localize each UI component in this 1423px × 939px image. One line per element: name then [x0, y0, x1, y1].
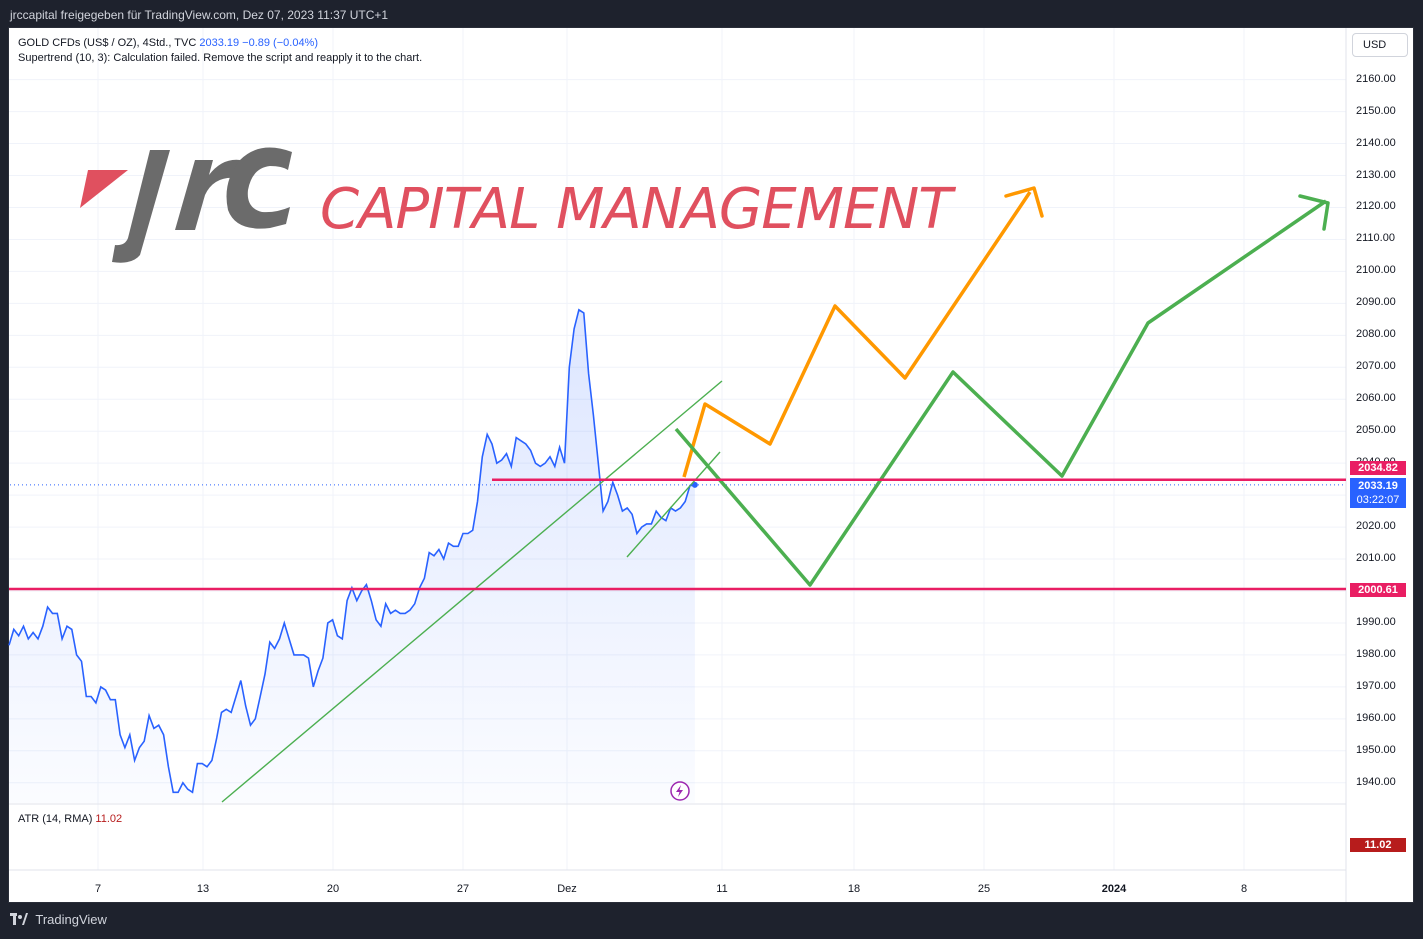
price-tick-label: 2080.00 — [1356, 328, 1396, 341]
price-tick-label: 2140.00 — [1356, 136, 1396, 149]
atr-value: 11.02 — [95, 813, 123, 825]
price-tick-label: 1960.00 — [1356, 711, 1396, 724]
time-tick-label: 2024 — [1101, 883, 1127, 895]
last-price-value: 2033.19 — [199, 37, 240, 49]
orange-projection-path — [682, 191, 1032, 478]
price-tick-label: 2010.00 — [1356, 552, 1396, 565]
bar-countdown: 03:22:07 — [1356, 494, 1400, 506]
price-series-line — [8, 308, 695, 794]
price-tick-label: 1970.00 — [1356, 679, 1396, 692]
logo-letter-j — [112, 150, 170, 263]
atr-value-tag: 11.02 — [1350, 838, 1406, 852]
green-arrowhead — [1298, 194, 1330, 231]
drawing-overlays — [10, 186, 1346, 803]
price-tick-label: 2020.00 — [1356, 520, 1396, 533]
price-tick-label: 1950.00 — [1356, 743, 1396, 756]
price-area-shape — [9, 309, 695, 803]
time-tick-label: 25 — [977, 883, 991, 895]
upper-level-tag: 2034.82 — [1350, 461, 1406, 475]
price-tick-label: 2150.00 — [1356, 104, 1396, 117]
price-tick-label: 2160.00 — [1356, 72, 1396, 85]
logo-wordmark: CAPITAL MANAGEMENT — [320, 177, 952, 242]
logo-letter-c — [226, 147, 292, 229]
publish-line: jrccapital freigegeben für TradingView.c… — [10, 8, 389, 22]
logo-red-triangle — [80, 170, 128, 208]
price-tick-label: 2110.00 — [1356, 232, 1395, 245]
price-tick-label: 2050.00 — [1356, 424, 1396, 437]
indicator-error[interactable]: Supertrend (10, 3): Calculation failed. … — [18, 52, 423, 64]
lightning-icon[interactable] — [669, 780, 691, 802]
footer-brand-label: TradingView — [35, 912, 107, 927]
time-tick-label: 8 — [1240, 883, 1248, 895]
price-tick-label: 2090.00 — [1356, 296, 1396, 309]
atr-label: ATR (14, RMA) — [18, 813, 93, 825]
lower-level-tag: 2000.61 — [1350, 583, 1406, 597]
symbol-title[interactable]: GOLD CFDs (US$ / OZ), 4Std., TVC — [18, 37, 197, 49]
tradingview-icon — [10, 913, 28, 925]
price-tick-label: 2100.00 — [1356, 264, 1396, 277]
price-tick-label: 2120.00 — [1356, 200, 1396, 213]
green-projection-path — [674, 199, 1327, 587]
price-tick-label: 1990.00 — [1356, 615, 1396, 628]
time-tick-label: 7 — [94, 883, 102, 895]
time-tick-label: 13 — [196, 883, 210, 895]
price-area-fill — [9, 309, 695, 803]
footer-brand[interactable]: TradingView — [10, 912, 107, 927]
orange-arrowhead — [1004, 186, 1044, 218]
atr-legend[interactable]: ATR (14, RMA) 11.02 — [18, 813, 122, 825]
time-tick-label: 11 — [716, 883, 728, 895]
time-tick-label: 20 — [326, 883, 340, 895]
time-tick-label: Dez — [557, 883, 577, 895]
long-trendline — [221, 380, 723, 803]
price-tick-label: 2130.00 — [1356, 168, 1396, 181]
price-tick-label: 2060.00 — [1356, 392, 1396, 405]
logo-letter-r — [175, 159, 240, 230]
price-tick-label: 1940.00 — [1356, 775, 1396, 788]
time-tick-label: 27 — [456, 883, 470, 895]
last-price-tag: 2033.19 03:22:07 — [1350, 478, 1406, 508]
jrc-logo — [80, 147, 292, 263]
last-price-tag-value: 2033.19 — [1358, 480, 1398, 492]
price-change-value: −0.89 (−0.04%) — [242, 37, 319, 49]
currency-button[interactable]: USD — [1352, 33, 1408, 57]
price-tick-label: 2070.00 — [1356, 360, 1396, 373]
chart-legend: GOLD CFDs (US$ / OZ), 4Std., TVC 2033.19… — [18, 36, 422, 66]
price-tick-label: 1980.00 — [1356, 647, 1396, 660]
publish-header: jrccapital freigegeben für TradingView.c… — [0, 0, 1423, 28]
level-lines — [9, 478, 1346, 591]
time-tick-label: 18 — [847, 883, 861, 895]
short-trendline — [626, 451, 721, 558]
